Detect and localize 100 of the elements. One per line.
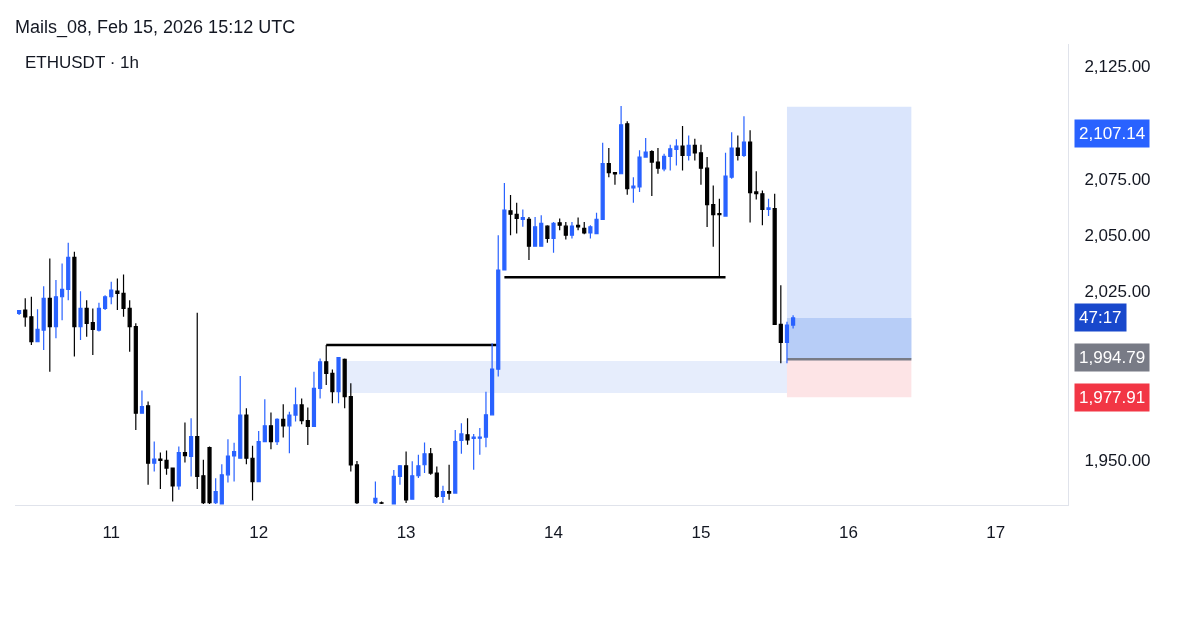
candlestick: [440, 485, 446, 504]
candlestick: [453, 429, 458, 494]
text: 47:17: [1079, 308, 1122, 327]
candlestick: [625, 120, 630, 196]
candlestick: [188, 417, 194, 478]
candlestick: [526, 216, 532, 261]
candlestick: [520, 208, 525, 228]
candlestick: [447, 464, 452, 501]
candlestick: [612, 171, 618, 186]
candlestick: [342, 357, 347, 409]
candlestick: [256, 430, 261, 483]
x-tick-label: 14: [544, 523, 563, 543]
candlestick: [410, 460, 415, 501]
candlestick: [668, 144, 673, 171]
candlestick: [109, 281, 114, 305]
candlestick: [238, 375, 243, 459]
candlestick: [600, 142, 605, 220]
candlestick: [496, 234, 501, 378]
candlestick: [791, 314, 796, 330]
candlestick: [649, 149, 654, 197]
candlestick: [59, 262, 65, 321]
candlestick: [674, 138, 679, 167]
candlestick: [711, 184, 716, 248]
candlestick: [655, 147, 661, 175]
candlestick: [563, 221, 568, 241]
candlestick: [84, 299, 89, 338]
candlestick: [354, 460, 360, 505]
candlestick: [373, 481, 378, 505]
candlestick: [195, 312, 200, 490]
candlestick: [465, 417, 470, 446]
candlestick: [330, 368, 335, 404]
candlestick: [582, 221, 587, 235]
candlestick: [90, 307, 95, 356]
candlestick: [391, 469, 396, 505]
candlestick: [557, 217, 562, 231]
candlestick: [139, 389, 145, 414]
candlestick: [299, 397, 304, 425]
candlestick: [778, 284, 783, 364]
candlestick: [569, 221, 575, 240]
candlestick: [784, 321, 790, 364]
candlestick: [379, 500, 384, 505]
candlestick: [686, 134, 691, 162]
candlestick: [551, 221, 556, 254]
candlestick: [311, 371, 317, 428]
candlestick: [483, 391, 489, 448]
candlestick: [533, 216, 538, 247]
candlestick: [735, 134, 740, 162]
candlestick: [416, 454, 421, 479]
candlestick: [66, 242, 71, 301]
candlestick: [741, 115, 747, 158]
candlestick: [539, 214, 544, 247]
candlestick: [274, 417, 280, 446]
candlestick: [96, 302, 102, 333]
candlestick: [152, 440, 157, 473]
candlestick: [422, 441, 427, 474]
candlestick: [182, 421, 188, 464]
y-tick-label: 2,050.00: [1084, 226, 1151, 246]
candlestick: [576, 217, 581, 231]
candlestick: [262, 398, 267, 443]
x-tick-label: 17: [986, 523, 1006, 543]
candlestick: [176, 445, 181, 491]
x-tick-label: 13: [396, 523, 416, 543]
candlestick: [225, 438, 231, 484]
chart-title: Mails_08, Feb 15, 2026 15:12 UTC: [15, 17, 296, 39]
candlestick: [102, 294, 108, 311]
candlestick: [133, 322, 138, 431]
candlestick: [170, 467, 175, 502]
candlestick: [606, 147, 611, 178]
x-tick-label: 16: [838, 523, 858, 543]
candlestick: [723, 152, 728, 217]
x-tick-label: 11: [102, 523, 121, 543]
candlestick: [619, 105, 624, 175]
candlestick: [766, 198, 771, 217]
candlestick: [72, 251, 77, 358]
candlestick: [127, 299, 132, 353]
candlestick: [47, 257, 52, 373]
x-tick-label: 12: [249, 523, 269, 543]
candlestick: [397, 464, 403, 486]
candlestick: [754, 170, 759, 200]
candlestick: [514, 202, 519, 235]
candlestick: [231, 442, 237, 483]
candlestick: [305, 406, 310, 446]
candlestick: [29, 296, 34, 346]
candlestick: [698, 144, 704, 186]
candlestick: [729, 131, 734, 180]
candlestick: [16, 309, 22, 316]
y-tick-label: 2,025.00: [1084, 282, 1151, 302]
candlestick: [403, 450, 409, 504]
y-tick-label: 1,950.00: [1084, 450, 1151, 470]
candlestick: [41, 285, 46, 351]
candlestick: [219, 463, 224, 505]
candlestick: [692, 138, 697, 162]
x-tick-label: 15: [691, 523, 711, 543]
candlestick: [268, 411, 274, 450]
candlestick: [490, 342, 495, 416]
text: ETHUSDT · 1h: [25, 53, 139, 72]
candlestick: [471, 433, 476, 471]
candlestick: [348, 382, 353, 473]
candlestick: [317, 357, 323, 400]
candlestick: [772, 193, 777, 326]
